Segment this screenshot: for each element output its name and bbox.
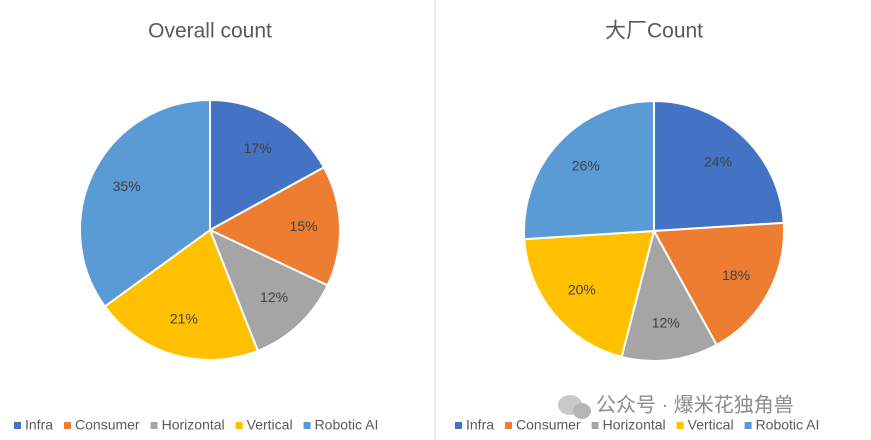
data-label: 17% (244, 140, 272, 156)
pie-slice (208, 228, 329, 353)
legend-label: Vertical (247, 417, 293, 433)
legend-label: Infra (466, 417, 494, 433)
watermark-icon (558, 395, 591, 419)
legend-label: Horizontal (162, 417, 225, 433)
legend-label: Vertical (688, 417, 734, 433)
legend-swatch (150, 422, 158, 429)
chart-title: 大厂Count (605, 20, 703, 43)
data-label: 20% (568, 281, 596, 297)
legend-label: Robotic AI (315, 417, 379, 433)
pie-slice (653, 99, 785, 233)
legend-swatch (505, 422, 513, 429)
data-label: 24% (704, 153, 732, 169)
pie-slice (523, 229, 656, 359)
pie-slice (79, 98, 211, 308)
pie-slice (103, 228, 260, 361)
data-label: 12% (652, 315, 680, 331)
legend-label: Consumer (516, 417, 581, 433)
watermark: 公众号 · 爆米花独角兽 (596, 393, 794, 416)
chart-title: Overall count (148, 20, 272, 43)
legend-swatch (744, 422, 752, 429)
pie-slice (620, 228, 718, 362)
legend-label: Horizontal (603, 417, 666, 433)
data-label: 35% (113, 178, 141, 194)
data-label: 21% (170, 311, 198, 327)
data-label: 26% (572, 158, 600, 174)
legend-swatch (235, 422, 243, 429)
legend-swatch (676, 422, 684, 429)
legend-swatch (591, 422, 599, 429)
legend-swatch (455, 422, 462, 429)
legend-swatch (64, 422, 72, 429)
legend-swatch (303, 422, 311, 429)
legend-swatch (14, 422, 21, 429)
pie-slice (209, 98, 326, 232)
data-label: 18% (722, 267, 750, 283)
pie-slice (652, 221, 785, 347)
data-label: 15% (290, 218, 318, 234)
pie-slice (523, 99, 655, 241)
legend-label: Infra (25, 417, 53, 433)
legend-label: Robotic AI (756, 417, 820, 433)
pie-slice (207, 166, 341, 287)
data-label: 12% (260, 289, 288, 305)
legend-label: Consumer (75, 417, 140, 433)
